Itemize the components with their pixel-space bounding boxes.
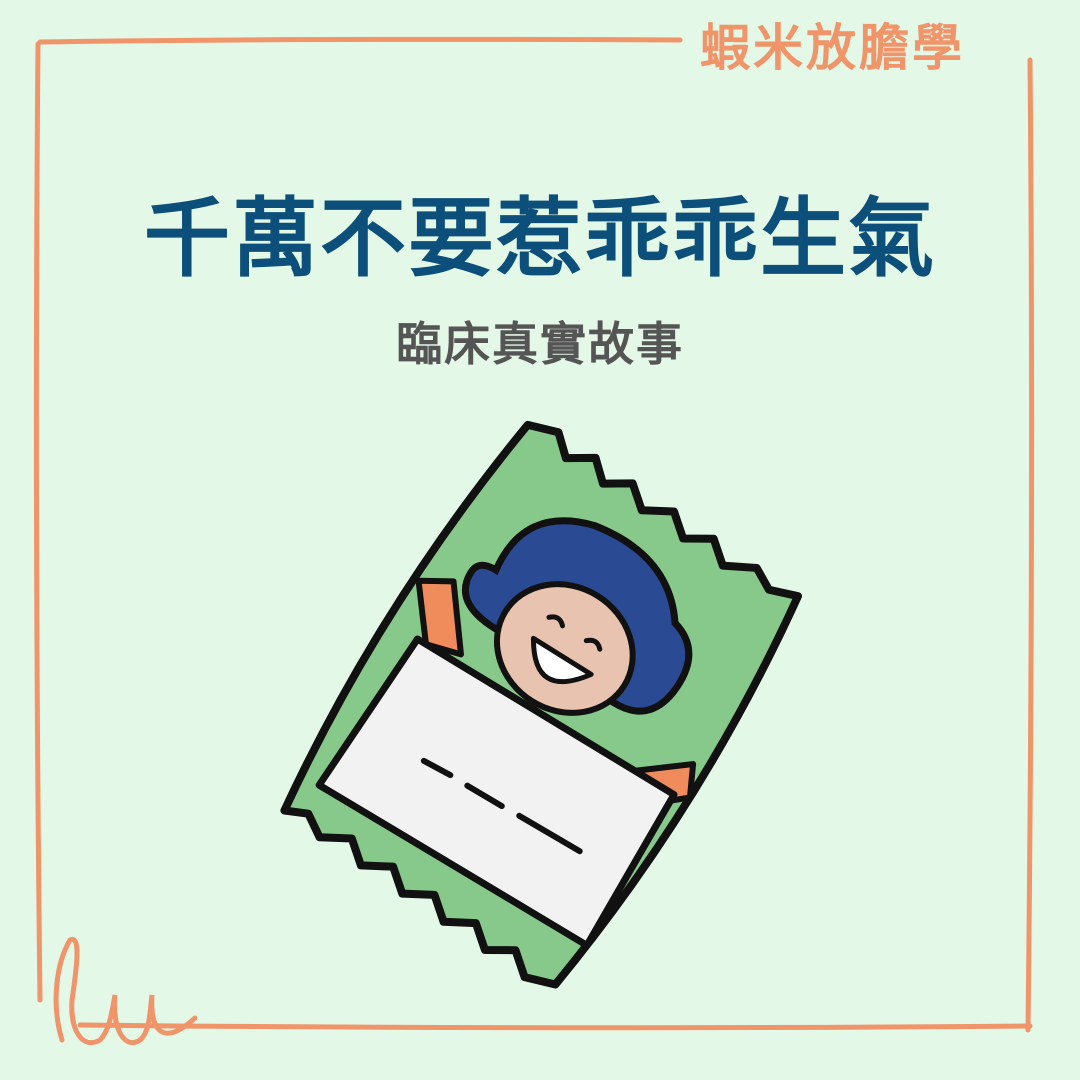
left-arm [415, 577, 464, 658]
face [493, 581, 636, 716]
page-subtitle: 臨床真實故事 [396, 317, 684, 371]
smile [530, 635, 594, 685]
page-title: 千萬不要惹乖乖生氣 [144, 189, 936, 289]
brand-name: 蝦米放膽學 [700, 19, 965, 77]
sheet [315, 635, 678, 949]
scribble-icon [53, 936, 198, 1045]
snack-bag-mascot-icon [280, 420, 803, 989]
